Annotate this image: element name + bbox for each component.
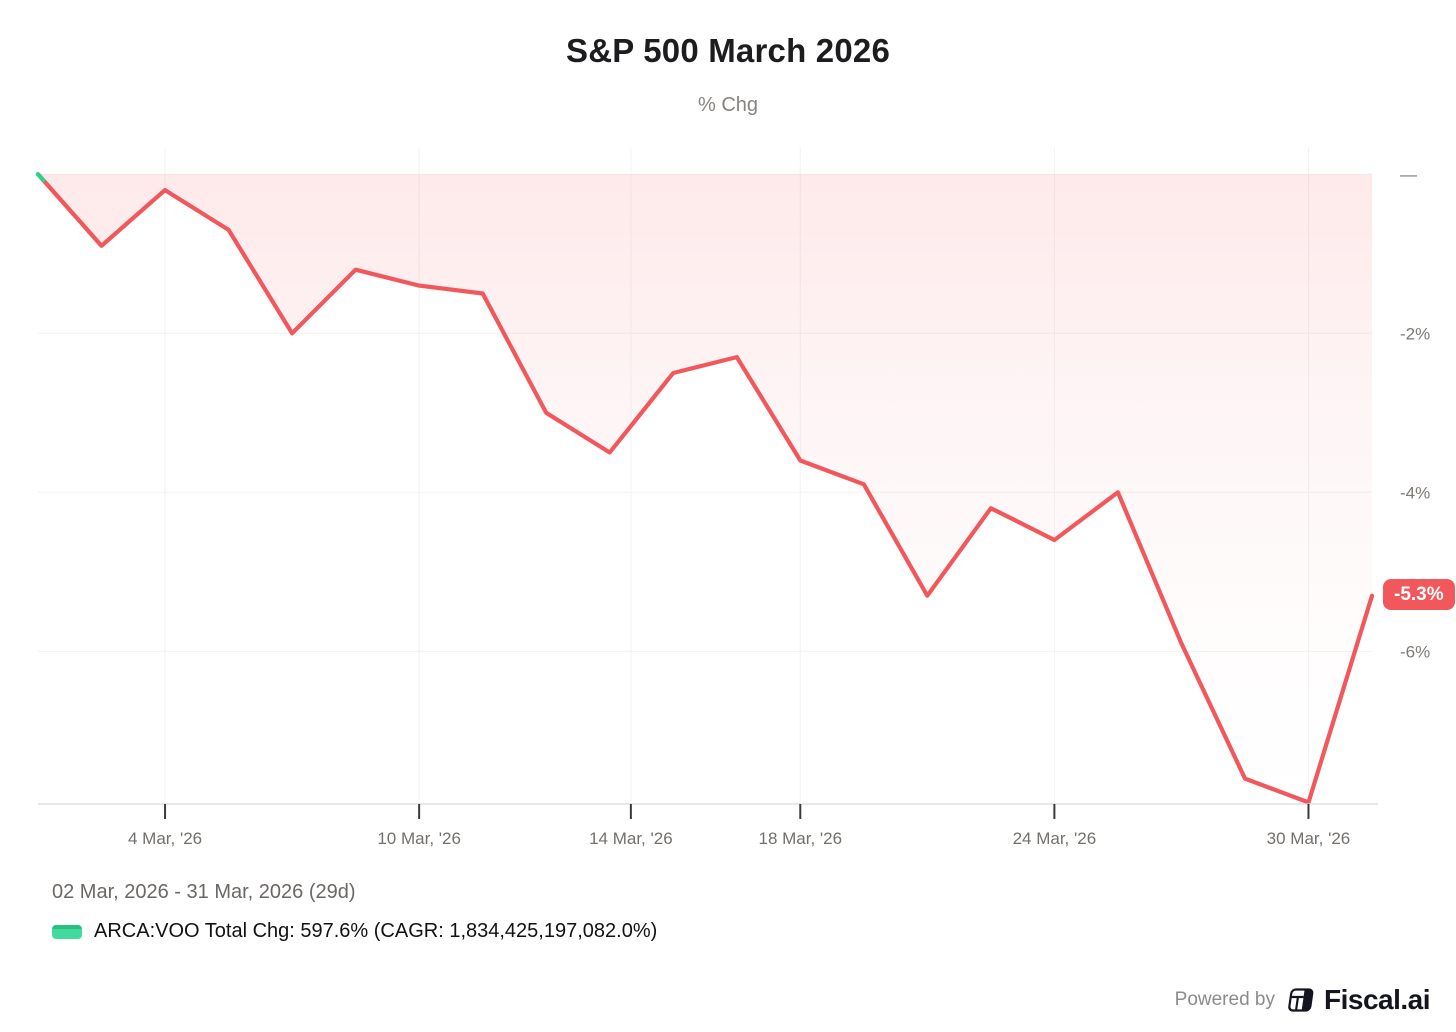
x-axis-tick-label: 10 Mar, '26 bbox=[377, 829, 461, 848]
fiscal-ai-branding-link[interactable]: Powered by Fiscal.ai bbox=[1174, 984, 1431, 1016]
legend-row: ARCA:VOO Total Chg: 597.6% (CAGR: 1,834,… bbox=[52, 920, 657, 943]
x-axis-tick-label: 18 Mar, '26 bbox=[758, 829, 842, 848]
x-axis-tick-label: 4 Mar, '26 bbox=[128, 829, 202, 848]
area-fill bbox=[38, 174, 1372, 803]
date-range-label: 02 Mar, 2026 - 31 Mar, 2026 (29d) bbox=[52, 881, 356, 903]
price-chart: 4 Mar, '26 10 Mar, '26 14 Mar, '26 18 Mar, … bbox=[35, 148, 1430, 848]
x-axis: 4 Mar, '26 10 Mar, '26 14 Mar, '26 18 Mar, … bbox=[38, 803, 1378, 848]
fiscal-ai-logo-icon bbox=[1288, 988, 1314, 1012]
brand-name-label: Fiscal.ai bbox=[1323, 984, 1431, 1015]
powered-by-label: Powered by bbox=[1174, 989, 1275, 1010]
y-axis-tick-label: -4% bbox=[1400, 483, 1430, 502]
legend-series-label: ARCA:VOO Total Chg: 597.6% (CAGR: 1,834,… bbox=[94, 920, 658, 942]
chart-subtitle: % Chg bbox=[697, 94, 759, 116]
y-axis-tick-label: -2% bbox=[1400, 324, 1430, 343]
y-axis-tick-label: -6% bbox=[1400, 642, 1430, 661]
x-axis-tick-label: 14 Mar, '26 bbox=[589, 829, 673, 848]
legend-series-swatch-icon bbox=[52, 924, 82, 939]
y-axis-tick-label: — bbox=[1400, 165, 1417, 184]
last-value-badge: -5.3% bbox=[1383, 578, 1455, 610]
price-line bbox=[35, 172, 1375, 805]
positive-start-segment bbox=[35, 172, 46, 183]
x-axis-tick-label: 30 Mar, '26 bbox=[1267, 829, 1351, 848]
y-axis: — -2% -4% -6% bbox=[1400, 165, 1430, 661]
chart-title: S&P 500 March 2026 bbox=[565, 32, 891, 69]
x-axis-tick-label: 24 Mar, '26 bbox=[1013, 829, 1097, 848]
